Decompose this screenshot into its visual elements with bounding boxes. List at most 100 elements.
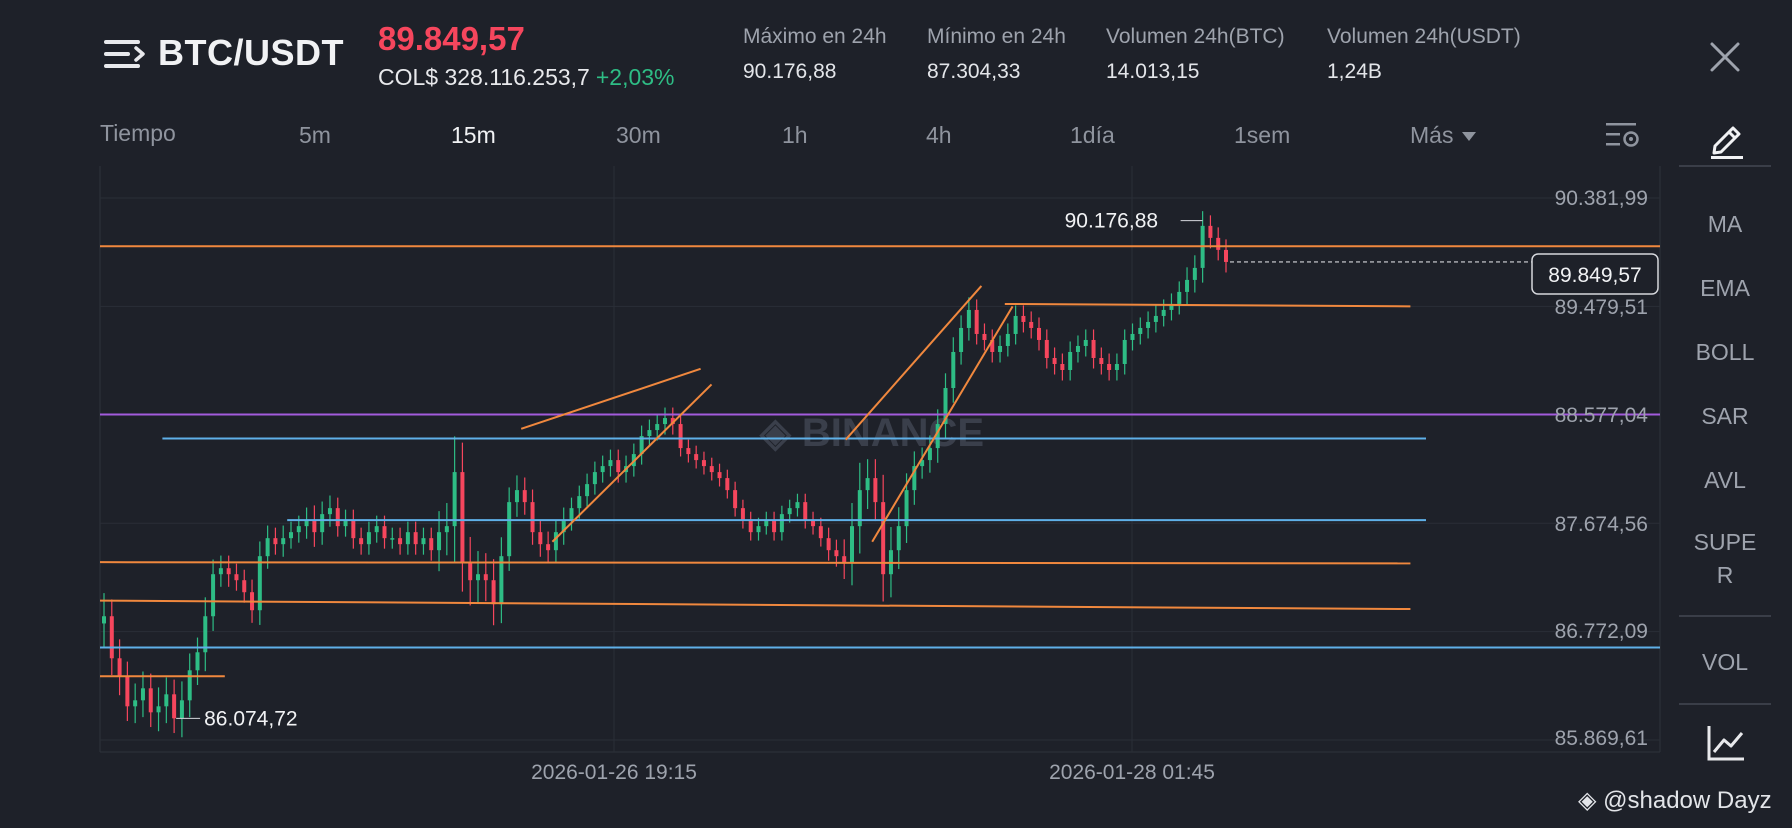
high-marker-label: 90.176,88 — [1065, 210, 1158, 233]
candle-body — [974, 309, 979, 334]
pencil-draw-icon[interactable] — [1705, 116, 1749, 160]
candle-body — [226, 568, 231, 575]
indicator-chart-icon[interactable] — [1706, 724, 1746, 762]
candle-body — [359, 538, 364, 545]
y-tick-label: 86.772,09 — [1555, 620, 1648, 643]
candle-body — [772, 520, 777, 533]
close-icon[interactable] — [1704, 36, 1746, 78]
candle-body — [273, 538, 278, 545]
candle-body — [896, 526, 901, 551]
candle-body — [421, 538, 426, 545]
trend-line — [871, 305, 1014, 543]
candle-body — [1060, 363, 1065, 371]
candle-body — [382, 526, 387, 539]
x-tick-label: 2026-01-28 01:45 — [1049, 761, 1215, 784]
candle-body — [826, 538, 831, 551]
more-dropdown[interactable]: Más — [1410, 122, 1477, 149]
candle-body — [343, 520, 348, 527]
candle-body — [686, 448, 691, 455]
chart-settings-icon[interactable] — [1604, 118, 1642, 152]
stat-vol-usdt-value: 1,24B — [1327, 60, 1382, 83]
chart-grid — [99, 166, 1661, 753]
indicator-sar[interactable]: SAR — [1701, 403, 1749, 429]
tab-30m[interactable]: 30m — [616, 122, 661, 148]
candle-body — [296, 526, 301, 533]
tab-15m[interactable]: 15m — [451, 122, 496, 148]
current-price-tag — [1531, 253, 1659, 295]
candle-body — [561, 520, 566, 533]
stat-low-label: Mínimo en 24h — [927, 25, 1066, 48]
tab-5m[interactable]: 5m — [299, 122, 331, 148]
indicator-avl[interactable]: AVL — [1704, 467, 1746, 493]
candle-body — [670, 418, 675, 425]
candle-body — [764, 520, 769, 527]
candle-body — [756, 526, 761, 533]
candle-body — [444, 526, 449, 533]
candle-body — [663, 418, 667, 425]
candle-body — [1146, 321, 1151, 328]
candle-body — [1185, 279, 1190, 292]
candle-body — [172, 694, 177, 719]
indicator-boll[interactable]: BOLL — [1695, 339, 1755, 365]
tab-4h[interactable]: 4h — [926, 122, 952, 148]
candle-body — [951, 351, 956, 389]
candle-body — [179, 700, 184, 719]
candle-body — [187, 670, 192, 701]
candle-body — [351, 520, 356, 539]
candle-body — [966, 309, 971, 328]
candle-body — [499, 556, 504, 605]
candle-body — [1005, 333, 1010, 346]
tab-1week[interactable]: 1sem — [1234, 122, 1291, 148]
candle-body — [133, 700, 138, 707]
candle-body — [795, 502, 800, 509]
candle-body — [265, 538, 270, 557]
candle-body — [242, 580, 247, 593]
candle-body — [304, 520, 309, 527]
candle-body — [1122, 339, 1127, 364]
indicator-ma[interactable]: MA — [1707, 211, 1743, 237]
candle-body — [203, 616, 208, 653]
candle-body — [374, 526, 379, 533]
candle-body — [366, 532, 371, 545]
candle-body — [1091, 339, 1096, 358]
candle-body — [592, 472, 597, 485]
tab-1h[interactable]: 1h — [782, 122, 808, 148]
candle-body — [1192, 267, 1197, 280]
stat-low-value: 87.304,33 — [927, 60, 1021, 83]
indicator-vol[interactable]: VOL — [1701, 649, 1749, 675]
timeframe-label: Tiempo — [100, 120, 176, 146]
y-tick-label: 89.479,51 — [1555, 296, 1648, 319]
y-tick-label: 90.381,99 — [1555, 187, 1648, 210]
candle-body — [865, 478, 870, 491]
pair-title[interactable]: BTC/USDT — [158, 32, 344, 73]
candle-body — [109, 616, 114, 659]
stat-vol-usdt-label: Volumen 24h(USDT) — [1327, 25, 1521, 48]
indicator-super[interactable]: SUPE R — [1693, 529, 1757, 588]
candle-body — [585, 484, 590, 497]
candle-body — [234, 574, 239, 581]
candle-body — [678, 424, 683, 449]
candle-body — [117, 658, 122, 677]
candle-body — [546, 544, 551, 551]
candle-body — [748, 520, 753, 533]
candle-body — [725, 478, 730, 491]
candle-body — [959, 327, 964, 352]
candle-body — [740, 508, 745, 521]
candle-body — [1138, 327, 1143, 334]
candle-body — [1068, 351, 1073, 371]
candle-body — [1052, 357, 1057, 364]
candle-body — [694, 454, 699, 461]
indicator-ema[interactable]: EMA — [1700, 275, 1750, 301]
candle-body — [920, 460, 925, 467]
trend-line — [844, 285, 983, 441]
candle-body — [1013, 315, 1018, 334]
candle-body — [912, 466, 917, 491]
candle-body — [647, 430, 652, 437]
candle-body — [803, 502, 808, 521]
candle-body — [1208, 225, 1213, 238]
candle-body — [1029, 321, 1034, 328]
menu-icon[interactable] — [104, 36, 146, 72]
tab-1day[interactable]: 1día — [1070, 122, 1115, 148]
candle-body — [102, 616, 106, 624]
